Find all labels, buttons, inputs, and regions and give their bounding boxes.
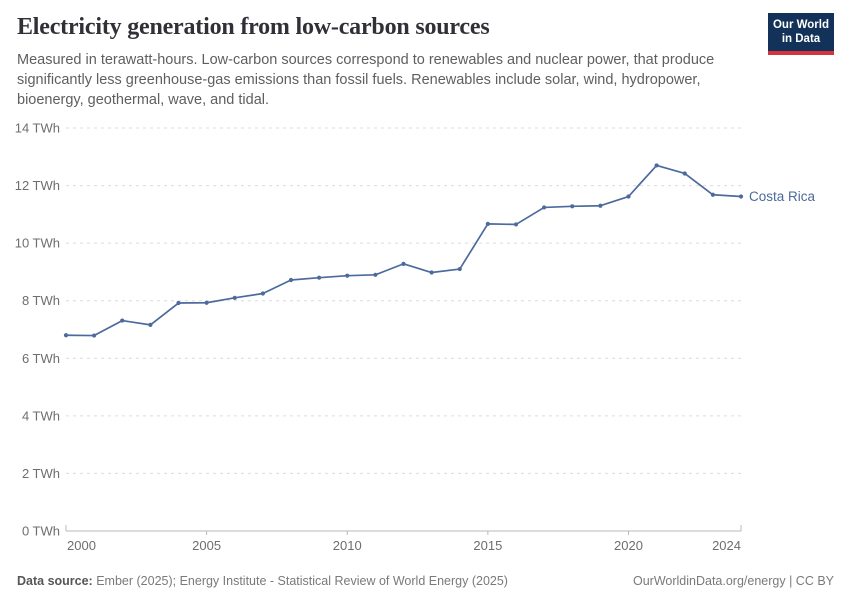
chart-header: Electricity generation from low-carbon s… xyxy=(0,0,850,110)
y-tick-label: 0 TWh xyxy=(22,524,60,539)
data-point xyxy=(288,277,294,283)
data-point xyxy=(373,272,378,277)
x-tick-label: 2010 xyxy=(333,538,362,553)
owid-logo: Our World in Data xyxy=(768,13,834,55)
data-point xyxy=(457,266,462,272)
data-point xyxy=(710,192,715,197)
data-point xyxy=(345,273,350,278)
series-line xyxy=(65,164,742,337)
data-point xyxy=(176,300,181,306)
attribution-text: OurWorldinData.org/energy | CC BY xyxy=(632,574,834,588)
chart-footer: Data source: Ember (2025); Energy Instit… xyxy=(17,574,834,588)
x-tick-label: 2024 xyxy=(712,538,741,553)
y-tick-label: 8 TWh xyxy=(22,293,60,308)
data-point xyxy=(570,204,575,209)
data-point xyxy=(682,171,687,176)
data-point xyxy=(485,221,490,226)
x-tick-label: 2015 xyxy=(473,538,502,553)
chart-title: Electricity generation from low-carbon s… xyxy=(17,14,490,40)
y-tick-label: 2 TWh xyxy=(22,466,60,481)
data-point xyxy=(92,333,97,338)
data-point xyxy=(232,295,237,300)
data-point xyxy=(204,300,209,305)
chart-svg: 0 TWh 2 TWh 4 TWh 6 TWh 8 TWh 10 TWh 12 TWh 14 … xyxy=(15,121,816,554)
data-source: Data source: Ember (2025); Energy Instit… xyxy=(17,574,508,588)
data-point xyxy=(542,205,547,210)
data-point xyxy=(148,322,153,327)
data-source-label: Data source: xyxy=(17,574,93,588)
data-point xyxy=(598,203,603,208)
data-point xyxy=(401,261,406,266)
data-point xyxy=(317,275,322,280)
y-tick-label: 4 TWh xyxy=(22,408,60,423)
data-point xyxy=(260,291,265,296)
data-point xyxy=(626,194,631,199)
data-point xyxy=(120,318,125,323)
x-tick-label: 2000 xyxy=(67,538,96,553)
x-tick-label: 2005 xyxy=(192,538,221,553)
data-source-text: Ember (2025); Energy Institute - Statist… xyxy=(92,574,508,588)
y-tick-label: 10 TWh xyxy=(15,236,60,251)
series-label: Costa Rica xyxy=(749,189,816,204)
data-point xyxy=(63,333,69,338)
owid-logo-line1: Our World xyxy=(772,19,829,31)
y-tick-label: 6 TWh xyxy=(22,351,60,366)
data-point xyxy=(654,163,659,168)
y-tick-label: 14 TWh xyxy=(15,121,60,136)
chart-subtitle: Measured in terawatt-hours. Low-carbon s… xyxy=(17,52,715,108)
data-point xyxy=(738,194,744,199)
data-point xyxy=(513,222,519,227)
y-tick-label: 12 TWh xyxy=(15,178,60,193)
owid-logo-line2: in Data xyxy=(781,33,821,46)
data-point xyxy=(429,270,434,275)
x-tick-label: 2020 xyxy=(614,538,643,553)
